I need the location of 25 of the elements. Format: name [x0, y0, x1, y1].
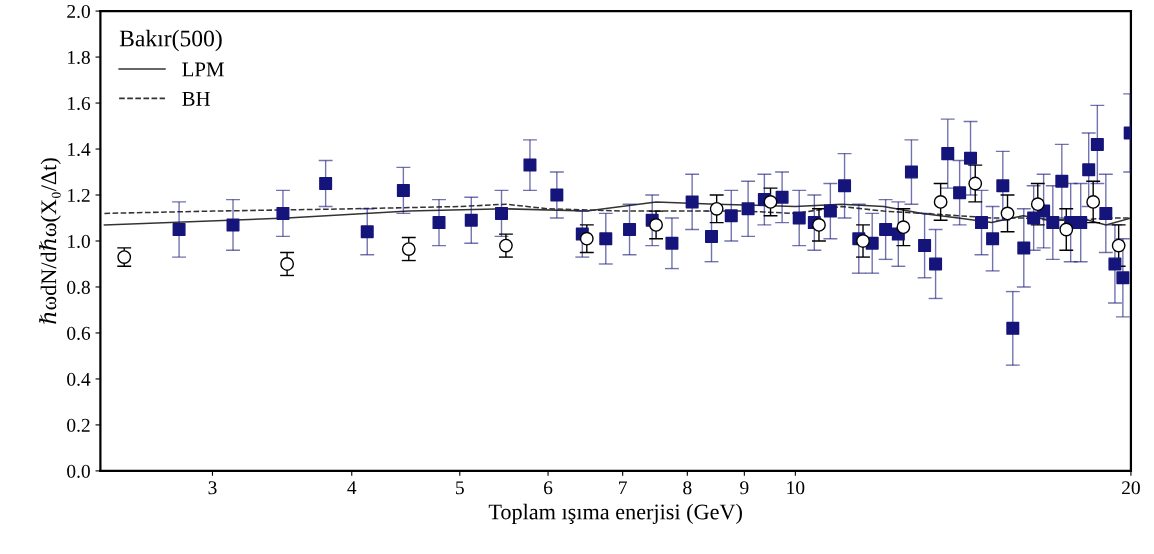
y-tick-label: 1.6 — [68, 96, 91, 111]
y-tick-label: 1.0 — [68, 234, 90, 249]
legend-title: Bakır(500) — [119, 29, 222, 52]
x-tick-label: 20 — [1122, 481, 1140, 495]
y-tick-label: 1.8 — [68, 50, 90, 65]
y-tick-label: 1.4 — [68, 142, 91, 157]
y-axis-title: ℏωdN/dℏω(X₀/Δt) — [39, 158, 61, 324]
x-axis-title: Toplam ışıma enerjisi (GeV) — [488, 503, 742, 524]
y-tick-label: 2.0 — [67, 4, 90, 19]
x-tick-label: 6 — [544, 481, 553, 495]
x-tick-label: 10 — [787, 481, 805, 495]
y-tick-label: 1.2 — [68, 188, 90, 203]
x-tick-label: 9 — [740, 481, 749, 495]
y-tick-label: 0.6 — [67, 326, 91, 340]
legend-label: LPM — [182, 62, 224, 77]
x-tick-label: 5 — [456, 481, 464, 495]
x-tick-label: 8 — [683, 481, 692, 495]
x-tick-label: 3 — [208, 481, 217, 495]
y-tick-label: 0.4 — [67, 372, 91, 386]
y-tick-label: 0.2 — [67, 418, 90, 432]
legend-label: BH — [182, 92, 210, 106]
x-tick-label: 4 — [347, 481, 357, 495]
y-tick-label: 0.0 — [67, 464, 90, 478]
x-tick-label: 7 — [619, 481, 627, 495]
y-tick-label: 0.8 — [67, 280, 90, 294]
